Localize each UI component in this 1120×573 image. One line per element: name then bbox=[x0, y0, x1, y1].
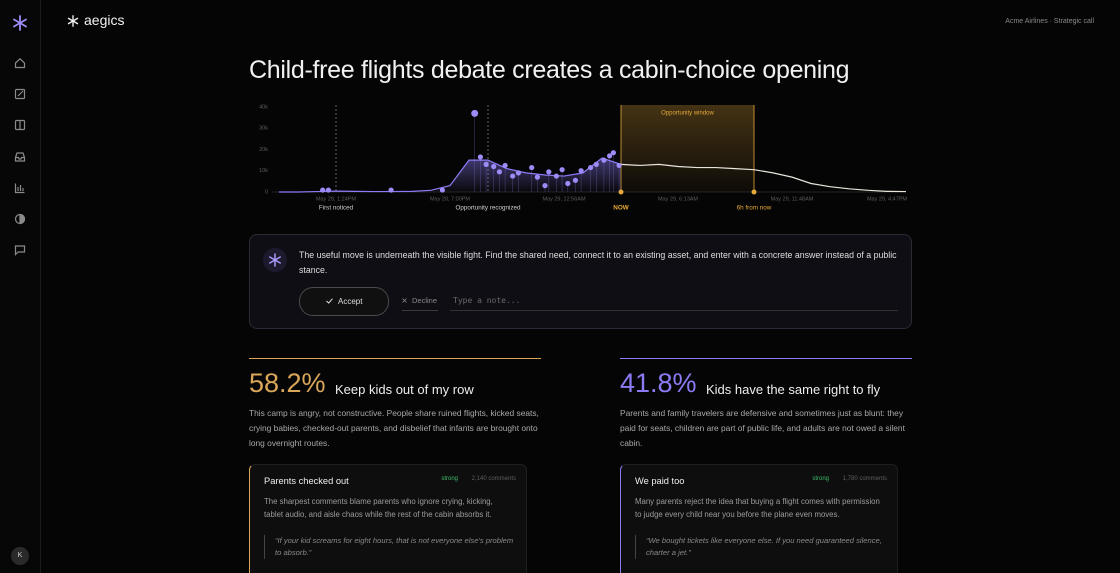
brand: aegics bbox=[84, 12, 125, 28]
event-label: First noticed bbox=[319, 205, 354, 212]
point bbox=[565, 180, 571, 187]
nav-chat[interactable] bbox=[14, 244, 26, 256]
point bbox=[491, 163, 497, 170]
point bbox=[616, 162, 622, 169]
nav-theme[interactable] bbox=[14, 213, 26, 225]
accept-label: Accept bbox=[338, 297, 363, 306]
avatar[interactable]: K bbox=[11, 547, 29, 565]
x-tick-label: May 29, 12:56AM bbox=[542, 196, 586, 202]
point bbox=[607, 153, 613, 159]
nav-edit[interactable] bbox=[14, 88, 26, 100]
point bbox=[588, 164, 594, 171]
argument-card: Parents checked out strong 2,140 comments T… bbox=[249, 464, 527, 573]
point bbox=[496, 169, 502, 175]
camp-summary: Parents and family travelers are defensi… bbox=[620, 408, 905, 448]
point bbox=[610, 150, 617, 156]
card-title: Parents checked out bbox=[264, 476, 349, 486]
point bbox=[601, 157, 607, 163]
card-title: We paid too bbox=[635, 476, 685, 486]
y-tick-label: 0 bbox=[265, 189, 268, 195]
point bbox=[546, 169, 552, 175]
x-tick-label: May 28, 7:00PM bbox=[430, 196, 470, 202]
x-tick-label: May 28, 1:24PM bbox=[316, 196, 356, 202]
point bbox=[542, 183, 548, 189]
x-tick-label: May 29, 4:47PM bbox=[867, 196, 907, 202]
card-text: Many parents reject the idea that buying… bbox=[635, 497, 880, 519]
point bbox=[320, 187, 326, 193]
point bbox=[553, 173, 560, 179]
argument-card: We paid too strong 1,780 comments Many pare… bbox=[620, 464, 898, 573]
decline-button[interactable]: Decline bbox=[402, 295, 438, 311]
nav-book[interactable] bbox=[14, 119, 26, 131]
sidebar: K bbox=[0, 0, 41, 573]
card-comments: 1,780 comments bbox=[842, 476, 887, 482]
point bbox=[515, 170, 522, 176]
chart: Opportunity window 0 10k 20k 30k 40k May 28, 1… bbox=[259, 104, 907, 212]
x-tick-label: May 29, 6:13AM bbox=[658, 196, 698, 202]
rec-icon bbox=[263, 248, 287, 272]
point bbox=[502, 162, 508, 169]
event-dot bbox=[751, 189, 757, 195]
point bbox=[477, 154, 483, 160]
recommendation-card: The useful move is underneath the visibl… bbox=[249, 234, 912, 329]
point bbox=[483, 161, 489, 167]
camp-rule bbox=[620, 358, 912, 359]
camp-share: 41.8% bbox=[620, 368, 697, 398]
point bbox=[559, 167, 565, 173]
camp-title: Keep kids out of my row bbox=[335, 382, 474, 397]
point bbox=[529, 164, 535, 171]
y-tick-label: 10k bbox=[259, 168, 268, 174]
event-label: Opportunity recognized bbox=[455, 205, 521, 212]
window-label: Opportunity window bbox=[661, 111, 714, 117]
y-tick-label: 20k bbox=[259, 147, 268, 153]
point bbox=[534, 174, 541, 180]
accept-button[interactable]: Accept bbox=[299, 287, 389, 316]
brand-mark bbox=[67, 15, 79, 27]
decline-label: Decline bbox=[412, 296, 438, 305]
event-label: NOW bbox=[613, 205, 628, 212]
card-quote: “If your kid screams for eight hours, th… bbox=[264, 535, 515, 559]
point bbox=[439, 187, 445, 193]
camp-title: Kids have the same right to fly bbox=[706, 382, 881, 397]
camp-summary: This camp is angry, not constructive. Pe… bbox=[249, 408, 539, 448]
page-title: Child-free flights debate creates a cabi… bbox=[249, 56, 850, 84]
nav-inbox[interactable] bbox=[14, 151, 26, 163]
series-line bbox=[620, 163, 907, 193]
point bbox=[388, 187, 394, 193]
point bbox=[593, 161, 599, 167]
y-tick-label: 40k bbox=[259, 104, 268, 110]
card-strength: strong bbox=[812, 476, 829, 482]
event-label: 6h from now bbox=[737, 205, 772, 212]
card-text: The sharpest comments blame parents who … bbox=[264, 497, 493, 519]
camp-rule bbox=[249, 358, 541, 359]
camp-share: 58.2% bbox=[249, 368, 326, 398]
note-input[interactable]: Type a note... bbox=[450, 293, 898, 311]
card-quote: “We bought tickets like everyone else. I… bbox=[635, 535, 886, 559]
card-comments: 2,140 comments bbox=[471, 476, 516, 482]
y-tick-label: 30k bbox=[259, 126, 268, 132]
rec-text: The useful move is underneath the visibl… bbox=[299, 250, 897, 275]
x-tick-label: May 29, 11:48AM bbox=[771, 196, 814, 202]
card-strength: strong bbox=[441, 476, 458, 482]
series-area bbox=[279, 158, 621, 192]
point bbox=[471, 109, 479, 117]
point bbox=[510, 173, 516, 179]
nav-home[interactable] bbox=[14, 57, 26, 69]
point bbox=[578, 168, 584, 174]
series-line bbox=[279, 157, 622, 193]
nav-stats[interactable] bbox=[14, 182, 26, 194]
opportunity-window bbox=[621, 105, 754, 192]
logo-mark[interactable] bbox=[12, 15, 28, 31]
point bbox=[325, 187, 331, 193]
point bbox=[572, 177, 579, 183]
account: Acme Airlines · Strategic call bbox=[1005, 18, 1094, 25]
